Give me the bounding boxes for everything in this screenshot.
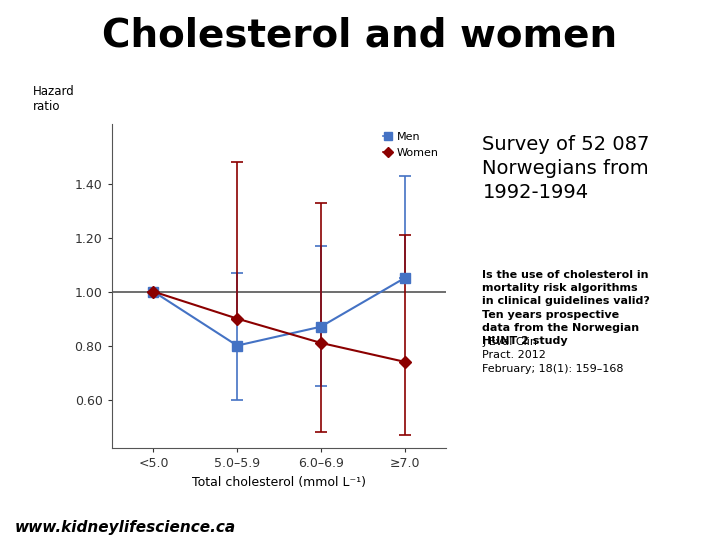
Text: J Eval Clin
Pract. 2012
February; 18(1): 159–168: J Eval Clin Pract. 2012 February; 18(1):… [482, 337, 624, 374]
Text: Hazard
ratio: Hazard ratio [32, 85, 74, 113]
Text: Survey of 52 087
Norwegians from
1992-1994: Survey of 52 087 Norwegians from 1992-19… [482, 135, 649, 202]
Text: Cholesterol and women: Cholesterol and women [102, 16, 618, 54]
Text: Is the use of cholesterol in
mortality risk algorithms
in clinical guidelines va: Is the use of cholesterol in mortality r… [482, 270, 650, 346]
Legend: Men, Women: Men, Women [381, 130, 441, 160]
Text: www.kidneylifescience.ca: www.kidneylifescience.ca [14, 519, 235, 535]
X-axis label: Total cholesterol (mmol L⁻¹): Total cholesterol (mmol L⁻¹) [192, 476, 366, 489]
